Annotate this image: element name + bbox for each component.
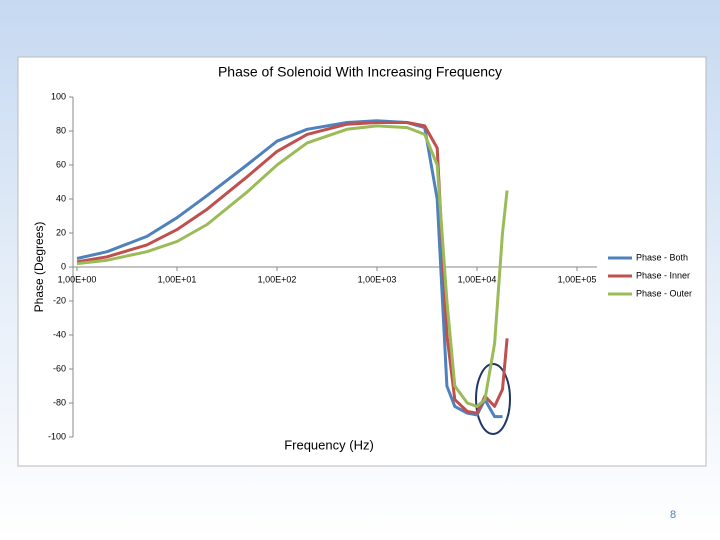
y-tick-label: -60 — [53, 363, 66, 373]
x-tick-label: 1,00E+04 — [458, 274, 497, 284]
y-tick-label: -20 — [53, 295, 66, 305]
chart-title: Phase of Solenoid With Increasing Freque… — [218, 64, 502, 80]
y-tick-label: -40 — [53, 329, 66, 339]
y-tick-label: 60 — [56, 159, 66, 169]
legend-label: Phase - Inner — [636, 270, 690, 280]
y-tick-label: -100 — [48, 431, 66, 441]
legend-label: Phase - Outer — [636, 288, 692, 298]
y-tick-label: -80 — [53, 397, 66, 407]
x-tick-label: 1,00E+00 — [58, 274, 97, 284]
x-axis-label: Frequency (Hz) — [284, 437, 374, 452]
legend-label: Phase - Both — [636, 252, 688, 262]
y-tick-label: 100 — [51, 91, 66, 101]
y-tick-label: 20 — [56, 227, 66, 237]
y-tick-label: 80 — [56, 125, 66, 135]
series-line — [76, 124, 509, 408]
annotation-circle — [475, 363, 511, 435]
page-number: 8 — [670, 509, 676, 521]
chart-area — [17, 56, 707, 467]
y-axis-label: Phase (Degrees) — [32, 222, 46, 313]
x-tick-label: 1,00E+01 — [158, 274, 197, 284]
x-tick-label: 1,00E+05 — [558, 274, 597, 284]
x-tick-label: 1,00E+02 — [258, 274, 297, 284]
y-tick-label: 0 — [61, 261, 66, 271]
y-tick-label: 40 — [56, 193, 66, 203]
x-tick-label: 1,00E+03 — [358, 274, 397, 284]
